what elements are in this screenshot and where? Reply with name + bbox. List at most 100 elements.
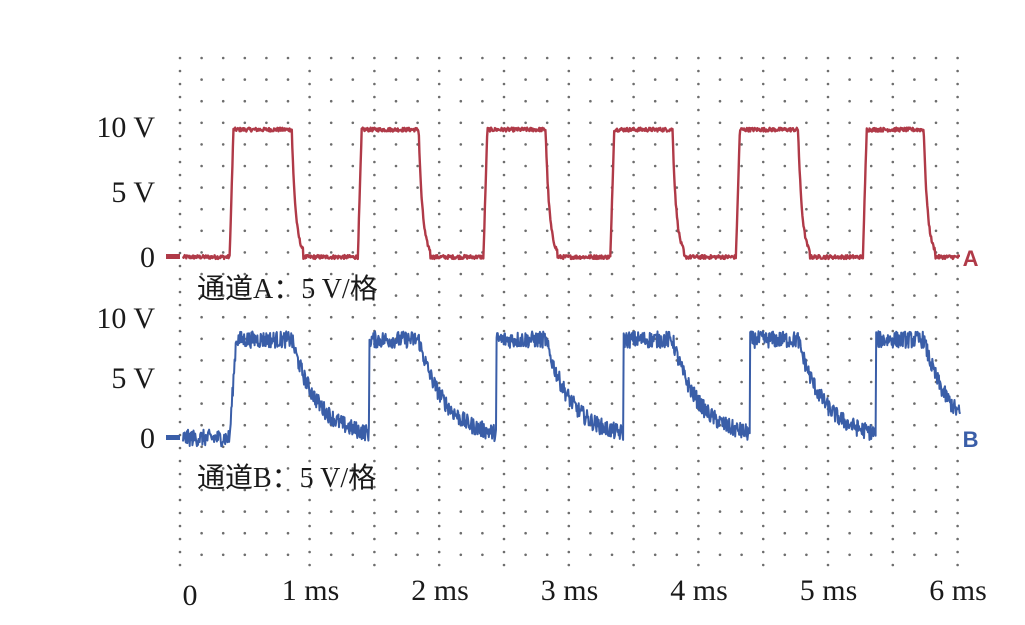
grid-dot [913,467,916,470]
grid-dot [243,380,247,384]
grid-dot [891,355,895,359]
grid-dot [481,337,484,341]
y-tick-label: 10 V [96,302,155,335]
grid-dot [783,553,787,557]
grid-dot [589,164,592,168]
grid-dot [329,251,333,254]
grid-dot [502,459,506,463]
grid-dot [956,459,959,463]
grid-dot [697,251,700,255]
grid-dot [632,459,635,463]
grid-dot [783,56,787,60]
grid-dot [308,537,311,541]
grid-dot [502,550,506,554]
grid-dot [308,342,311,346]
grid-dot [761,160,765,164]
grid-dot [265,445,268,449]
grid-dot [891,316,895,320]
grid-dot [351,164,355,168]
grid-dot [761,82,765,86]
grid-dot [416,467,419,470]
grid-dot [913,272,916,276]
grid-dot [826,173,830,177]
grid-dot [481,359,484,362]
grid-dot [373,69,376,73]
x-tick-label: 4 ms [670,574,728,607]
grid-dot [869,380,873,384]
grid-dot [200,380,203,384]
grid-dot [502,563,506,567]
grid-dot [632,563,635,567]
grid-dot [394,359,398,362]
grid-dot [891,186,895,190]
grid-dot [589,143,592,146]
grid-dot [891,121,895,125]
grid-dot [243,143,247,146]
grid-dot [761,316,765,320]
grid-dot [373,186,376,190]
grid-dot [891,199,895,203]
grid-dot [502,121,506,125]
grid-dot [437,56,441,60]
grid-dot [308,121,311,125]
grid-dot [502,498,506,502]
grid-dot [524,359,527,362]
grid-dot [740,56,743,60]
grid-dot [394,56,398,60]
grid-dot [394,164,398,168]
grid-dot [869,337,873,341]
grid-dot [956,563,959,567]
grid-dot [481,488,484,492]
grid-dot [589,510,592,513]
grid-dot [826,381,830,385]
grid-dot [567,355,571,359]
grid-dot [567,433,571,437]
grid-dot [632,134,635,138]
grid-dot [913,510,916,513]
grid-dot [697,550,700,554]
grid-dot [675,423,679,427]
grid-dot [761,433,765,437]
grid-dot [891,303,895,307]
grid-dot [675,315,679,319]
grid-dot [373,381,376,385]
x-tick-label: 2 ms [411,574,469,607]
grid-dot [697,537,700,541]
grid-dot [265,467,268,470]
grid-dot [351,510,355,513]
grid-dot [934,337,938,341]
grid-dot [481,531,484,535]
grid-dot [848,99,851,103]
grid-dot [848,359,851,362]
grid-dot [178,342,182,346]
grid-dot [394,467,398,470]
grid-dot [416,359,419,362]
grid-dot [956,420,959,424]
grid-dot [697,173,700,177]
grid-dot [891,95,895,99]
grid-dot [437,316,441,320]
grid-dot [502,277,506,281]
grid-dot [329,294,333,297]
grid-dot [761,407,765,411]
grid-dot [524,143,527,146]
grid-dot [913,488,916,492]
grid-dot [761,472,765,476]
grid-dot [805,251,808,254]
grid-dot [632,56,635,60]
grid-dot [308,56,311,60]
grid-dot [437,446,441,450]
grid-dot [934,467,938,470]
grid-dot [394,402,398,405]
grid-dot [437,342,441,346]
grid-dot [567,225,571,229]
grid-dot [351,251,355,254]
grid-dot [913,229,916,233]
grid-dot [697,225,700,229]
grid-dot [740,78,743,81]
grid-dot [783,164,787,168]
grid-dot [697,420,700,424]
grid-dot [394,251,398,254]
grid-dot [308,355,311,359]
grid-dot [502,290,506,294]
